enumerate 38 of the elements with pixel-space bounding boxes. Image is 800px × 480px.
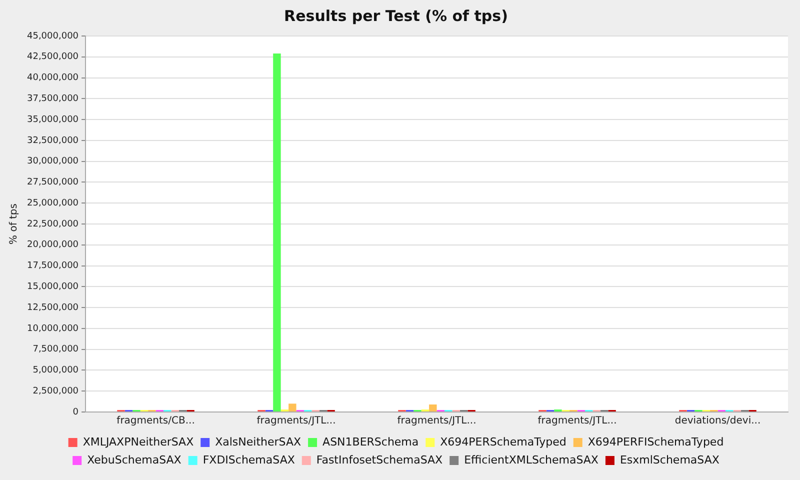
y-tick-label: 15,000,000 [27,282,79,292]
y-tick-label: 25,000,000 [27,198,79,208]
y-tick-label: 22,500,000 [27,219,79,230]
y-tick-label: 12,500,000 [27,302,79,313]
y-tick-label: 32,500,000 [27,136,79,146]
legend-label: ASN1BERSchema [322,435,419,448]
y-tick-label: 2,500,000 [32,386,79,396]
bar [273,54,281,412]
chart-title: Results per Test (% of tps) [284,6,508,25]
bar [429,404,437,412]
legend-label: FastInfosetSchemaSAX [316,453,444,466]
legend-label: XalsNeitherSAX [215,435,302,448]
legend-label: X694PERFISchemaTyped [588,435,724,448]
legend-label: X694PERSchemaTyped [440,435,566,448]
y-tick-label: 17,500,000 [27,261,79,272]
y-tick-label: 35,000,000 [27,114,79,125]
legend-label: EfficientXMLSchemaSAX [464,453,599,466]
y-tick-label: 42,500,000 [27,52,79,62]
x-tick-label: fragments/JTL... [538,416,617,427]
x-tick-label: fragments/CB... [116,416,195,427]
y-tick-label: 37,500,000 [27,94,79,104]
y-tick-label: 20,000,000 [27,240,79,250]
y-axis-title: % of tps [8,204,20,244]
legend-label: FXDISchemaSAX [202,453,296,466]
x-tick-label: fragments/JTL... [256,416,336,427]
y-tick-label: 7,500,000 [32,344,79,355]
y-tick-label: 10,000,000 [27,324,79,334]
y-tick-label: 30,000,000 [27,156,79,167]
y-tick-label: 40,000,000 [27,73,79,84]
legend-label: XebuSchemaSAX [87,453,182,466]
y-tick-label: 45,000,000 [27,31,79,42]
y-tick-label: 0 [72,407,79,418]
y-tick-label: 27,500,000 [27,178,79,188]
legend-label: XMLJAXPNeitherSAX [82,435,194,448]
x-tick-label: fragments/JTL... [397,416,476,427]
legend-label: EsxmlSchemaSAX [620,453,720,466]
y-tick-label: 5,000,000 [32,366,79,376]
x-tick-label: deviations/devi... [674,416,761,427]
